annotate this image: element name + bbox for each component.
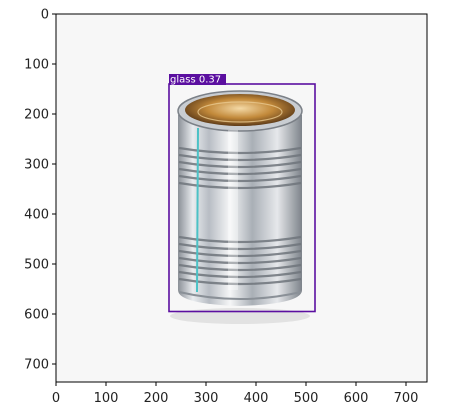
x-axis-ticks: 0 100 200 300 400 500 600 700: [52, 382, 419, 406]
y-tick-label: 100: [24, 58, 49, 73]
y-tick-label: 400: [24, 208, 49, 223]
x-tick-label: 0: [52, 391, 60, 406]
x-tick-label: 300: [194, 391, 219, 406]
detection-label: glass 0.37: [170, 75, 221, 86]
can-seam: [196, 127, 199, 293]
y-tick-label: 700: [24, 358, 49, 373]
y-tick-label: 600: [24, 308, 49, 323]
axes-frame: [55, 13, 428, 383]
detection-box: glass 0.37: [168, 74, 316, 313]
x-tick-label: 700: [394, 391, 419, 406]
x-tick-label: 500: [294, 391, 319, 406]
y-tick-label: 500: [24, 258, 49, 273]
y-tick-label: 200: [24, 108, 49, 123]
x-tick-label: 400: [244, 391, 269, 406]
tin-can: [170, 90, 310, 324]
x-tick-label: 200: [144, 391, 169, 406]
can-ribs: [178, 146, 302, 286]
x-tick-label: 100: [94, 391, 119, 406]
y-tick-label: 0: [41, 8, 49, 23]
image-area: glass 0.37: [56, 14, 427, 382]
x-tick-label: 600: [344, 391, 369, 406]
y-tick-label: 300: [24, 158, 49, 173]
detection-label-background: [169, 74, 226, 85]
y-axis-ticks: 0 100 200 300 400 500 600 700: [24, 8, 56, 373]
